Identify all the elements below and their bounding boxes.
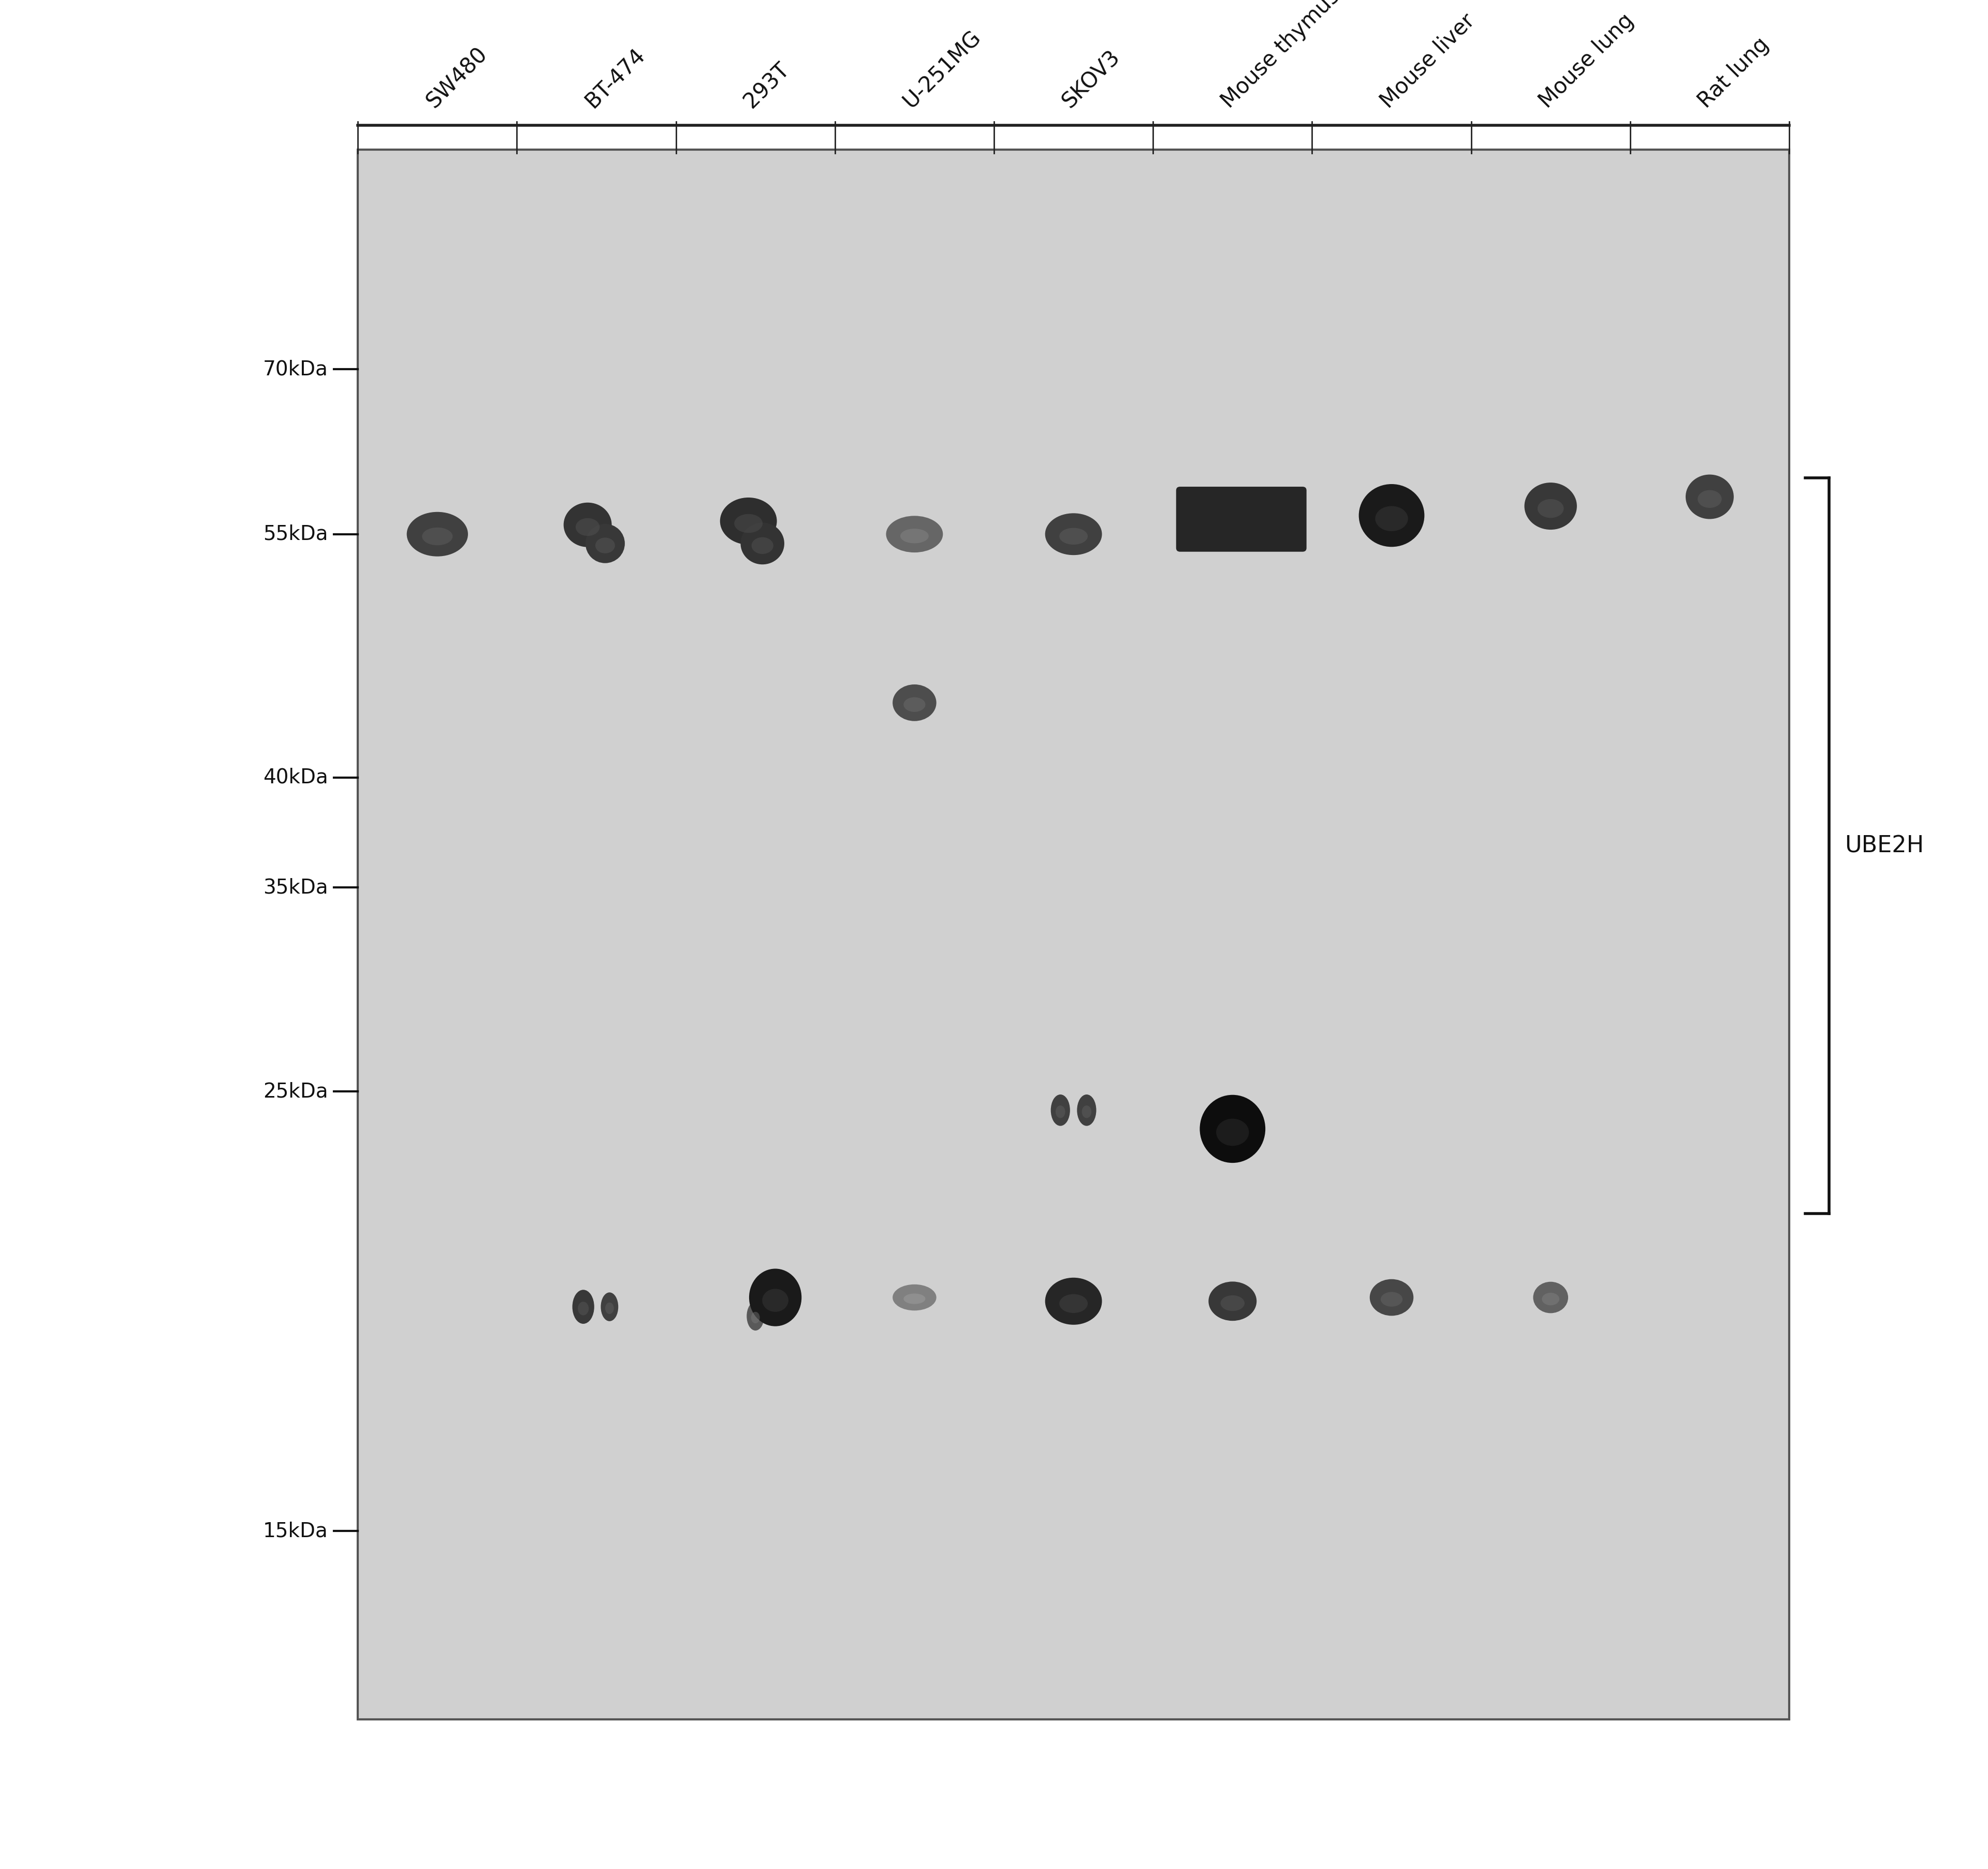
Ellipse shape [751, 1312, 759, 1323]
Text: 70kDa: 70kDa [262, 359, 328, 379]
Ellipse shape [893, 1284, 936, 1310]
Text: 40kDa: 40kDa [262, 768, 328, 787]
Text: 25kDa: 25kDa [262, 1082, 328, 1101]
Ellipse shape [1046, 1278, 1101, 1325]
Text: U-251MG: U-251MG [899, 26, 986, 112]
Ellipse shape [1221, 1295, 1244, 1310]
Ellipse shape [761, 1290, 789, 1312]
Ellipse shape [600, 1293, 618, 1321]
Ellipse shape [905, 1293, 924, 1305]
Ellipse shape [887, 516, 942, 553]
Ellipse shape [594, 538, 614, 553]
Text: SKOV3: SKOV3 [1058, 47, 1125, 112]
Ellipse shape [747, 1303, 763, 1331]
Ellipse shape [734, 514, 763, 533]
Ellipse shape [1370, 1278, 1413, 1316]
Ellipse shape [1525, 482, 1576, 529]
Ellipse shape [584, 523, 624, 563]
Ellipse shape [604, 1303, 614, 1314]
Ellipse shape [751, 536, 773, 553]
Ellipse shape [573, 1290, 594, 1323]
Ellipse shape [749, 1269, 801, 1327]
Text: SW480: SW480 [421, 43, 491, 112]
Ellipse shape [565, 503, 612, 548]
FancyBboxPatch shape [1177, 486, 1306, 551]
Ellipse shape [1209, 1282, 1256, 1321]
Ellipse shape [408, 512, 467, 557]
Text: Rat lung: Rat lung [1694, 34, 1773, 112]
Text: BT-474: BT-474 [580, 43, 650, 112]
Text: Mouse lung: Mouse lung [1535, 9, 1638, 112]
Ellipse shape [1046, 514, 1101, 555]
Ellipse shape [577, 518, 600, 536]
Ellipse shape [1533, 1282, 1569, 1314]
Ellipse shape [1686, 475, 1734, 520]
Ellipse shape [1543, 1293, 1559, 1305]
Ellipse shape [1060, 1293, 1087, 1312]
Ellipse shape [1217, 1120, 1248, 1146]
Text: Mouse liver: Mouse liver [1376, 9, 1479, 112]
Ellipse shape [905, 697, 924, 712]
Text: Mouse thymus: Mouse thymus [1217, 0, 1344, 112]
Ellipse shape [1360, 484, 1423, 548]
Ellipse shape [579, 1301, 588, 1316]
Ellipse shape [1060, 527, 1087, 544]
Ellipse shape [1056, 1105, 1066, 1118]
Ellipse shape [1081, 1105, 1091, 1118]
Ellipse shape [720, 497, 777, 544]
Ellipse shape [1077, 1095, 1095, 1125]
Bar [358, 150, 1789, 1719]
Ellipse shape [1376, 506, 1408, 531]
Ellipse shape [742, 523, 785, 564]
Text: 293T: 293T [740, 58, 793, 112]
Ellipse shape [421, 527, 453, 546]
Ellipse shape [893, 684, 936, 721]
Ellipse shape [1537, 499, 1565, 518]
Ellipse shape [901, 529, 928, 544]
Ellipse shape [1052, 1095, 1070, 1125]
Ellipse shape [1380, 1291, 1404, 1306]
Text: 15kDa: 15kDa [262, 1521, 328, 1540]
Text: 35kDa: 35kDa [262, 878, 328, 897]
Ellipse shape [1201, 1095, 1266, 1163]
Text: 55kDa: 55kDa [262, 525, 328, 544]
Text: UBE2H: UBE2H [1845, 835, 1924, 856]
Ellipse shape [1698, 490, 1722, 508]
